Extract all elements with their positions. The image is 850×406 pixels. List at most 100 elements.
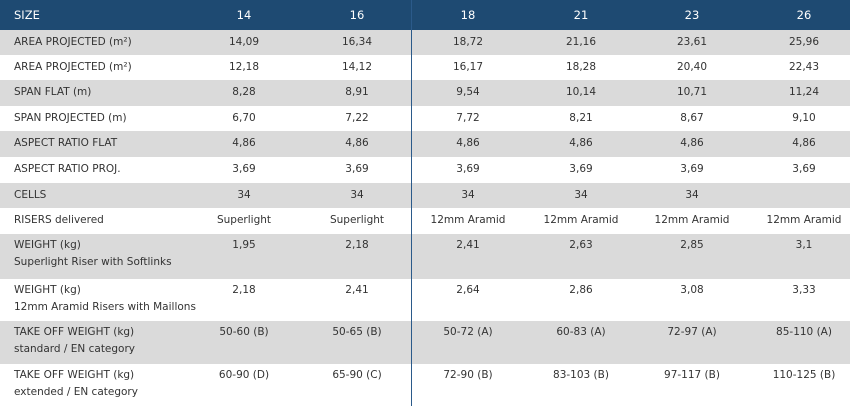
cell-value: 2,18: [345, 239, 369, 251]
cell-value: 3,69: [456, 163, 480, 175]
cell-value: 50-60 (B): [219, 326, 269, 338]
cell-value: 3,69: [232, 163, 256, 175]
cell-value: Superlight: [329, 214, 385, 226]
cell-value: 10,14: [565, 86, 597, 98]
size-header: 26: [796, 8, 812, 22]
cell-value: Superlight: [216, 214, 272, 226]
cell-value: 4,86: [232, 137, 256, 149]
row-label: CELLS: [14, 189, 47, 201]
cell-value: 14,12: [341, 61, 373, 73]
size-header: 21: [573, 8, 589, 22]
cell-value: 60-90 (D): [218, 369, 270, 381]
cell-value: 4,86: [569, 137, 593, 149]
cell-value: 3,08: [680, 284, 704, 296]
cell-value: 2,64: [456, 284, 480, 296]
row-label: WEIGHT (kg): [14, 284, 81, 296]
table-row: AREA PROJECTED (m²) 12,18 14,12 16,17 18,28 2…: [0, 55, 850, 80]
row-label: SPAN PROJECTED (m): [14, 112, 127, 124]
cell-value: 2,63: [569, 239, 593, 251]
row-label: WEIGHT (kg): [14, 239, 81, 251]
cell-value: 34: [574, 189, 588, 201]
row-label: AREA PROJECTED (m²): [14, 36, 132, 48]
cell-value: 12,18: [228, 61, 260, 73]
table-row: ASPECT RATIO PROJ. 3,69 3,69 3,69 3,69 3,69 3,…: [0, 157, 850, 183]
cell-value: 2,18: [232, 284, 256, 296]
cell-value: 2,85: [680, 239, 704, 251]
size-header: 16: [349, 8, 365, 22]
cell-value: 12mm Aramid: [543, 214, 619, 226]
column-divider: [411, 0, 412, 406]
table-row: SPAN FLAT (m) 8,28 8,91 9,54 10,14 10,71 11,24: [0, 80, 850, 106]
cell-value: 18,72: [452, 36, 484, 48]
cell-value: 12mm Aramid: [654, 214, 730, 226]
cell-value: 3,69: [680, 163, 704, 175]
cell-value: 10,71: [676, 86, 708, 98]
cell-value: 14,09: [228, 36, 260, 48]
size-header: 14: [236, 8, 252, 22]
cell-value: 9,10: [792, 112, 816, 124]
header-row: SIZE 14 16 18 21 23 26: [0, 0, 850, 30]
cell-value: 16,17: [452, 61, 484, 73]
cell-value: 20,40: [676, 61, 708, 73]
cell-value: 8,67: [680, 112, 704, 124]
cell-value: 21,16: [565, 36, 597, 48]
table-row: TAKE OFF WEIGHT (kg) extended / EN catego…: [0, 364, 850, 406]
cell-value: 22,43: [788, 61, 820, 73]
cell-value: 12mm Aramid: [430, 214, 506, 226]
cell-value: 65-90 (C): [332, 369, 382, 381]
cell-value: 85-110 (A): [776, 326, 832, 338]
cell-value: 72-90 (B): [443, 369, 493, 381]
cell-value: 110-125 (B): [772, 369, 836, 381]
table-row: WEIGHT (kg) 12mm Aramid Risers with Maill…: [0, 279, 850, 321]
cell-value: 3,69: [792, 163, 816, 175]
table-row: RISERS delivered Superlight Superlight 12mm…: [0, 208, 850, 234]
row-label: AREA PROJECTED (m²): [14, 61, 132, 73]
cell-value: 60-83 (A): [556, 326, 606, 338]
row-label: ASPECT RATIO PROJ.: [14, 163, 121, 175]
row-label: TAKE OFF WEIGHT (kg): [14, 326, 135, 338]
cell-value: 16,34: [341, 36, 373, 48]
cell-value: 83-103 (B): [553, 369, 609, 381]
cell-value: 3,1: [795, 239, 813, 251]
table-row: WEIGHT (kg) Superlight Riser with Softlin…: [0, 234, 850, 279]
cell-value: 4,86: [680, 137, 704, 149]
cell-value: 8,91: [345, 86, 369, 98]
cell-value: 4,86: [792, 137, 816, 149]
size-header: 23: [684, 8, 700, 22]
cell-value: 34: [237, 189, 251, 201]
cell-value: 34: [685, 189, 699, 201]
cell-value: 2,86: [569, 284, 593, 296]
table-row: SPAN PROJECTED (m) 6,70 7,22 7,72 8,21 8,67 9,…: [0, 106, 850, 131]
cell-value: 8,21: [569, 112, 593, 124]
row-label: RISERS delivered: [14, 214, 104, 226]
cell-value: 4,86: [456, 137, 480, 149]
row-sublabel: 12mm Aramid Risers with Maillons: [14, 301, 196, 313]
cell-value: 6,70: [232, 112, 256, 124]
row-sublabel: Superlight Riser with Softlinks: [14, 256, 172, 268]
cell-value: 2,41: [345, 284, 369, 296]
row-label: SPAN FLAT (m): [14, 86, 92, 98]
cell-value: 12mm Aramid: [766, 214, 842, 226]
row-sublabel: extended / EN category: [14, 386, 138, 398]
row-label: TAKE OFF WEIGHT (kg): [14, 369, 135, 381]
row-label: ASPECT RATIO FLAT: [14, 137, 118, 149]
table-row: CELLS 34 34 34 34 34: [0, 183, 850, 208]
cell-value: 1,95: [232, 239, 256, 251]
cell-value: 3,69: [345, 163, 369, 175]
cell-value: 4,86: [345, 137, 369, 149]
cell-value: 9,54: [456, 86, 480, 98]
table-row: TAKE OFF WEIGHT (kg) standard / EN catego…: [0, 321, 850, 364]
cell-value: 34: [350, 189, 364, 201]
row-sublabel: standard / EN category: [14, 343, 136, 355]
cell-value: 50-65 (B): [332, 326, 382, 338]
table-row: AREA PROJECTED (m²) 14,09 16,34 18,72 21,16 2…: [0, 30, 850, 55]
cell-value: 72-97 (A): [667, 326, 717, 338]
cell-value: 7,22: [345, 112, 369, 124]
cell-value: 18,28: [565, 61, 597, 73]
cell-value: 97-117 (B): [664, 369, 720, 381]
table-row: ASPECT RATIO FLAT 4,86 4,86 4,86 4,86 4,86 4,8…: [0, 131, 850, 157]
cell-value: 3,33: [792, 284, 816, 296]
cell-value: 7,72: [456, 112, 480, 124]
cell-value: 34: [461, 189, 475, 201]
